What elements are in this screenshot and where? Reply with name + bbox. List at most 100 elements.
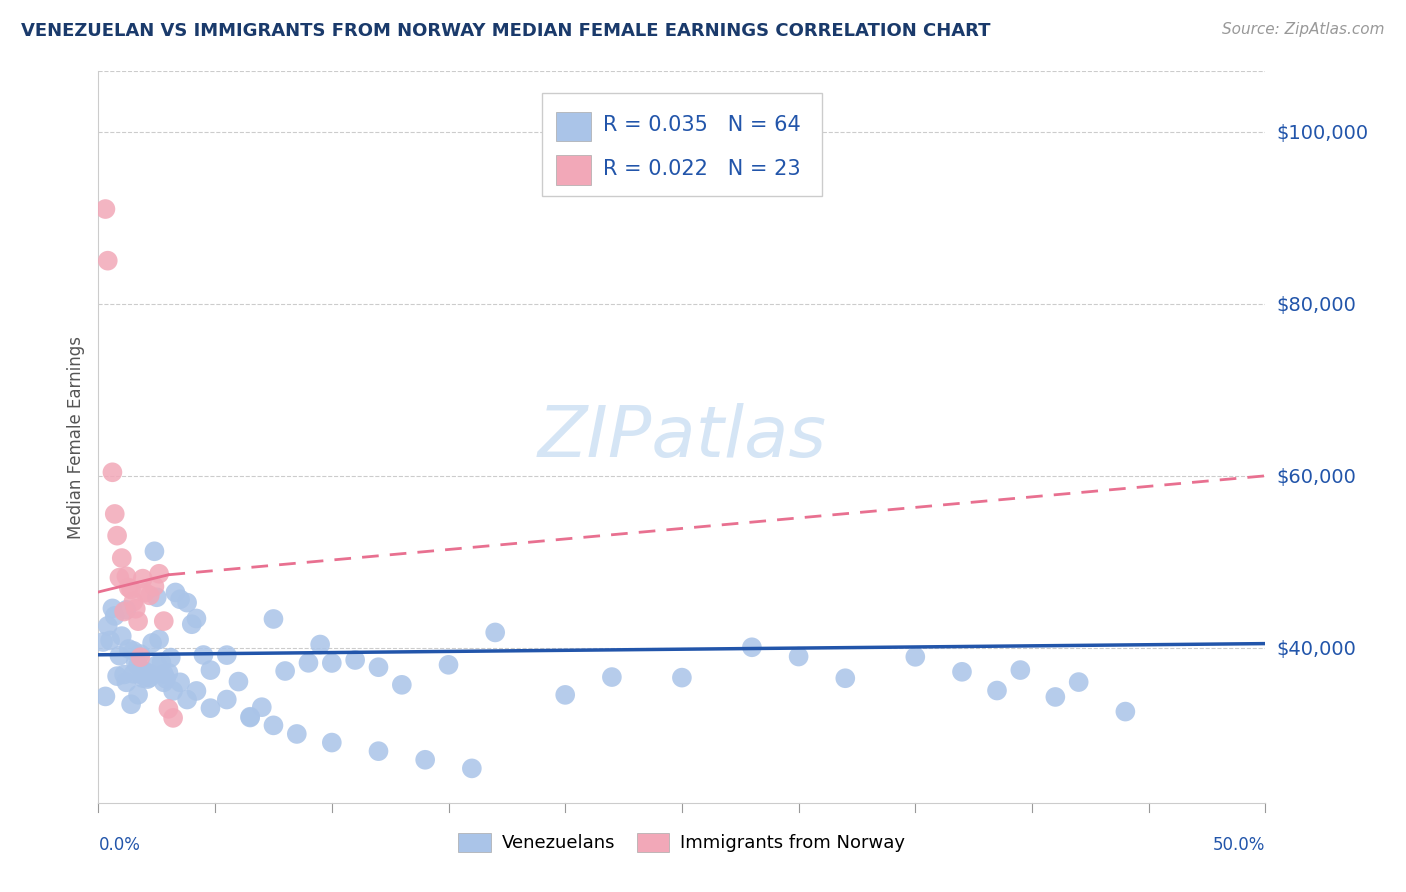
- Point: [787, 649, 810, 664]
- Point: [132, 668, 155, 682]
- Point: [297, 656, 319, 670]
- Point: [193, 648, 215, 662]
- Point: [101, 465, 124, 479]
- Point: [120, 582, 142, 597]
- Point: [162, 711, 184, 725]
- Point: [122, 644, 145, 658]
- Point: [162, 684, 184, 698]
- Point: [146, 591, 169, 605]
- Point: [118, 581, 141, 595]
- Text: VENEZUELAN VS IMMIGRANTS FROM NORWAY MEDIAN FEMALE EARNINGS CORRELATION CHART: VENEZUELAN VS IMMIGRANTS FROM NORWAY MED…: [21, 22, 991, 40]
- Point: [125, 655, 148, 669]
- Point: [139, 588, 162, 602]
- Text: ZIPatlas: ZIPatlas: [537, 402, 827, 472]
- Point: [91, 635, 114, 649]
- Point: [309, 638, 332, 652]
- Point: [285, 727, 308, 741]
- Point: [165, 585, 187, 599]
- Point: [215, 692, 238, 706]
- Point: [150, 655, 173, 669]
- Point: [111, 551, 134, 566]
- Point: [148, 566, 170, 581]
- Point: [600, 670, 623, 684]
- Point: [186, 684, 208, 698]
- Point: [437, 657, 460, 672]
- Point: [105, 529, 128, 543]
- Point: [1010, 663, 1032, 677]
- Point: [159, 650, 181, 665]
- Point: [104, 507, 127, 521]
- Point: [94, 202, 117, 216]
- Point: [1067, 675, 1090, 690]
- Point: [904, 649, 927, 664]
- Point: [239, 710, 262, 724]
- Point: [104, 608, 127, 623]
- Text: R = 0.022   N = 23: R = 0.022 N = 23: [603, 159, 800, 178]
- Point: [391, 678, 413, 692]
- Point: [321, 735, 343, 749]
- Point: [152, 675, 174, 690]
- Point: [134, 665, 156, 679]
- Point: [215, 648, 238, 662]
- Point: [148, 632, 170, 647]
- Point: [143, 544, 166, 558]
- Point: [134, 585, 156, 599]
- Point: [108, 648, 131, 663]
- Point: [1045, 690, 1067, 704]
- Point: [129, 647, 152, 661]
- Point: [112, 605, 135, 619]
- Point: [169, 592, 191, 607]
- Y-axis label: Median Female Earnings: Median Female Earnings: [66, 335, 84, 539]
- Point: [125, 601, 148, 615]
- Point: [180, 617, 202, 632]
- Point: [136, 672, 159, 686]
- Point: [950, 665, 973, 679]
- Point: [461, 761, 484, 775]
- Point: [118, 642, 141, 657]
- FancyBboxPatch shape: [541, 94, 823, 195]
- Point: [239, 710, 262, 724]
- Point: [127, 688, 149, 702]
- Point: [94, 690, 117, 704]
- Point: [129, 650, 152, 665]
- Point: [169, 675, 191, 690]
- Point: [367, 744, 389, 758]
- FancyBboxPatch shape: [555, 112, 591, 141]
- Point: [97, 619, 120, 633]
- Point: [262, 612, 284, 626]
- Point: [321, 656, 343, 670]
- Text: Source: ZipAtlas.com: Source: ZipAtlas.com: [1222, 22, 1385, 37]
- Point: [139, 671, 162, 685]
- Point: [122, 666, 145, 681]
- Point: [132, 572, 155, 586]
- Text: R = 0.035   N = 64: R = 0.035 N = 64: [603, 115, 800, 135]
- Text: 50.0%: 50.0%: [1213, 836, 1265, 854]
- Point: [97, 253, 120, 268]
- Point: [132, 671, 155, 685]
- Point: [120, 698, 142, 712]
- Point: [554, 688, 576, 702]
- Point: [108, 571, 131, 585]
- Text: 0.0%: 0.0%: [98, 836, 141, 854]
- Point: [228, 674, 250, 689]
- Point: [146, 658, 169, 673]
- Point: [200, 701, 222, 715]
- Point: [834, 671, 856, 685]
- Point: [141, 636, 163, 650]
- Point: [367, 660, 389, 674]
- Point: [101, 601, 124, 615]
- Point: [671, 671, 693, 685]
- Point: [250, 700, 273, 714]
- Point: [152, 667, 174, 681]
- Point: [484, 625, 506, 640]
- Point: [105, 669, 128, 683]
- Point: [127, 614, 149, 628]
- Legend: Venezuelans, Immigrants from Norway: Venezuelans, Immigrants from Norway: [451, 826, 912, 860]
- Point: [157, 702, 180, 716]
- Point: [122, 595, 145, 609]
- Point: [413, 753, 436, 767]
- Point: [98, 633, 121, 648]
- Point: [200, 663, 222, 677]
- Point: [186, 611, 208, 625]
- Point: [741, 640, 763, 655]
